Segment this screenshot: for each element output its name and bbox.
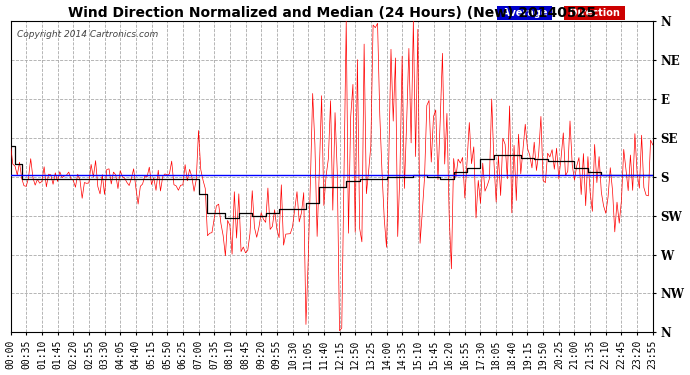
Title: Wind Direction Normalized and Median (24 Hours) (New) 20140525: Wind Direction Normalized and Median (24… — [68, 6, 595, 20]
Text: Direction: Direction — [566, 8, 623, 18]
Text: Copyright 2014 Cartronics.com: Copyright 2014 Cartronics.com — [17, 30, 158, 39]
Text: Average: Average — [499, 8, 551, 18]
